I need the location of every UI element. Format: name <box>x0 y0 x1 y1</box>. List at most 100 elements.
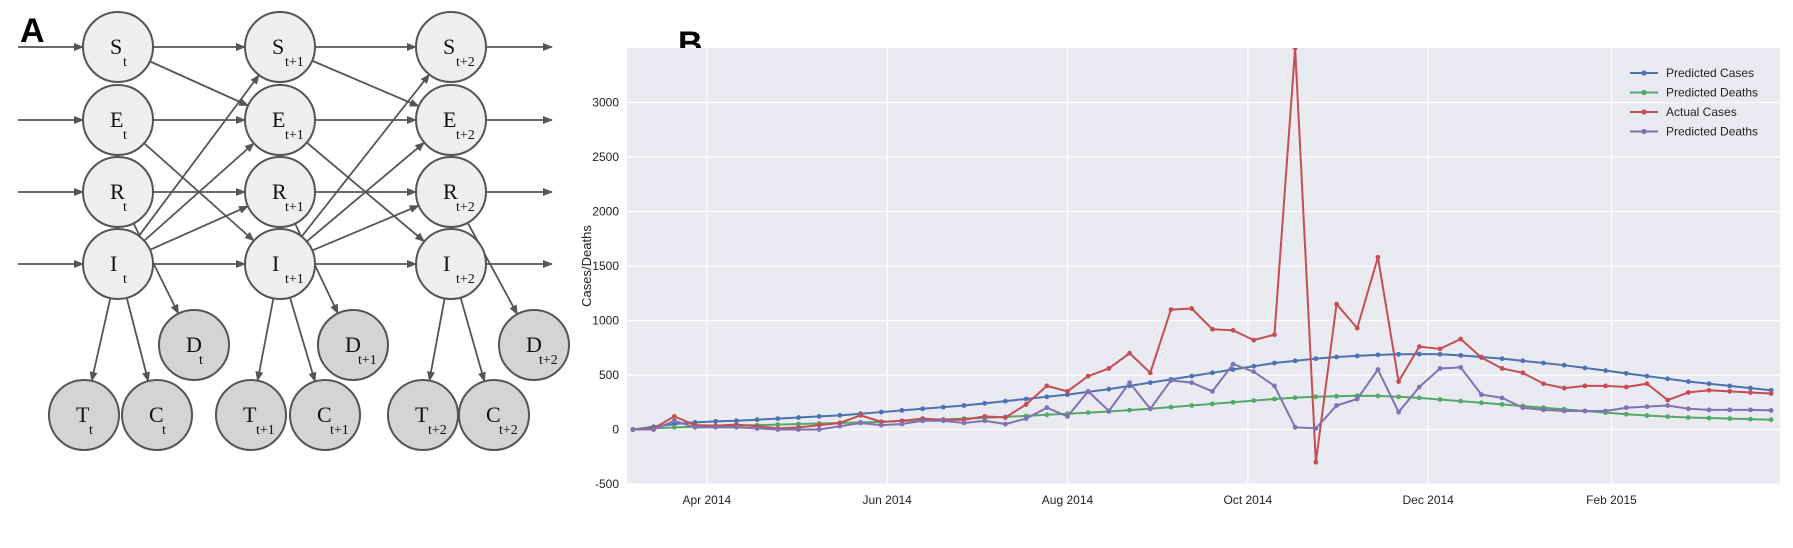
data-point <box>1189 306 1195 311</box>
node-s-tplus2-label: S <box>443 34 455 59</box>
legend-marker <box>1641 109 1647 115</box>
node-s-tplus1-subscript: t+1 <box>285 55 304 70</box>
data-point <box>1582 365 1588 371</box>
data-point <box>1644 404 1650 410</box>
data-point <box>1230 361 1236 367</box>
data-point <box>1189 403 1195 408</box>
data-point <box>1209 401 1215 407</box>
node-d-tplus1-label: D <box>345 332 361 357</box>
node-e-t-subscript: t <box>123 128 127 143</box>
data-point <box>775 422 781 427</box>
data-point <box>1147 380 1153 386</box>
node-e-tplus2-circle <box>415 84 487 156</box>
data-point <box>1665 397 1671 403</box>
data-point <box>1727 383 1733 389</box>
data-point <box>1044 412 1050 418</box>
node-e-tplus1-circle <box>244 84 316 156</box>
edge-i-c-col0 <box>125 297 150 383</box>
node-s-t-circle <box>82 11 154 83</box>
data-point <box>630 427 636 432</box>
node-c-t-subscript: t <box>162 423 166 438</box>
data-point <box>1272 332 1277 338</box>
edge-i1-e2 <box>306 141 425 243</box>
y-axis-ticks: -500 0 500 1000 1500 2000 2500 3000 <box>592 96 619 492</box>
data-point <box>1727 407 1733 413</box>
legend-marker <box>1641 70 1647 76</box>
data-point <box>1603 368 1608 374</box>
data-point <box>920 418 926 424</box>
data-point <box>1127 380 1132 386</box>
data-point <box>1499 402 1505 407</box>
node-i-t: It <box>82 228 154 300</box>
node-i-tplus1-circle <box>244 228 316 300</box>
legend-entry: Predicted Cases <box>1666 66 1754 80</box>
legend: Predicted Cases Predicted Deaths Actual Ca… <box>1630 66 1758 139</box>
data-point <box>1685 379 1691 384</box>
data-point <box>1209 326 1215 332</box>
data-point <box>1085 410 1091 416</box>
node-r-t-subscript: t <box>123 200 127 215</box>
data-point <box>816 414 822 419</box>
data-point <box>1189 380 1195 386</box>
data-point <box>1706 407 1712 413</box>
data-point <box>940 404 946 410</box>
data-point <box>1644 413 1650 418</box>
data-point <box>1458 352 1464 358</box>
data-point <box>1334 354 1339 360</box>
edge-i-t-col2 <box>427 298 446 382</box>
node-e-t: Et <box>82 84 154 156</box>
data-point <box>1748 416 1753 422</box>
data-point <box>1272 396 1277 402</box>
data-point <box>1106 366 1112 371</box>
data-point <box>920 406 926 412</box>
data-point <box>1168 307 1174 312</box>
data-point <box>1334 403 1339 408</box>
data-point <box>816 422 822 428</box>
dynamic-bayesian-network-diagram: StEtRtItDtTtCtSt+1Et+1Rt+1It+1Dt+1Tt+1Ct… <box>18 11 570 451</box>
data-point <box>713 418 719 424</box>
data-point <box>1437 397 1443 402</box>
data-point <box>1437 351 1443 357</box>
y-axis-label: Cases/Deaths <box>579 225 594 307</box>
data-point <box>1085 388 1091 394</box>
data-point <box>899 408 905 413</box>
data-point <box>878 422 884 428</box>
data-point <box>651 427 657 432</box>
node-i-tplus1-label: I <box>272 251 279 276</box>
node-i-t-circle <box>82 228 154 300</box>
node-t-t-subscript: t <box>89 423 93 438</box>
node-r-tplus1-label: R <box>272 179 287 204</box>
data-point <box>1168 404 1174 410</box>
data-point <box>982 414 988 419</box>
data-point <box>1479 392 1484 398</box>
edge-i-t-col0 <box>89 297 112 382</box>
node-r-tplus2-circle <box>415 156 487 228</box>
node-c-tplus1: Ct+1 <box>289 379 361 451</box>
node-e-t-label: E <box>110 107 123 132</box>
data-point <box>1375 352 1381 358</box>
data-point <box>1727 388 1733 394</box>
data-point <box>858 420 863 426</box>
node-i-tplus2: It+2 <box>415 228 487 300</box>
data-point <box>1685 390 1691 395</box>
data-point <box>1147 406 1153 412</box>
data-point <box>1313 394 1319 400</box>
node-c-tplus2-circle <box>458 379 530 451</box>
data-point <box>1334 393 1339 399</box>
node-s-tplus2: St+2 <box>415 11 487 83</box>
data-point <box>1003 398 1008 404</box>
node-d-t-subscript: t <box>199 353 203 368</box>
data-point <box>671 424 677 430</box>
data-point <box>1106 386 1112 392</box>
data-point <box>1499 366 1505 371</box>
node-c-tplus2: Ct+2 <box>458 379 530 451</box>
data-point <box>1292 424 1298 430</box>
data-point <box>1499 395 1505 401</box>
data-point <box>961 403 967 408</box>
data-point <box>1272 360 1277 366</box>
y-tick-label: 1000 <box>592 314 619 328</box>
data-point <box>733 418 739 424</box>
data-point <box>1127 407 1132 413</box>
data-point <box>837 423 843 429</box>
